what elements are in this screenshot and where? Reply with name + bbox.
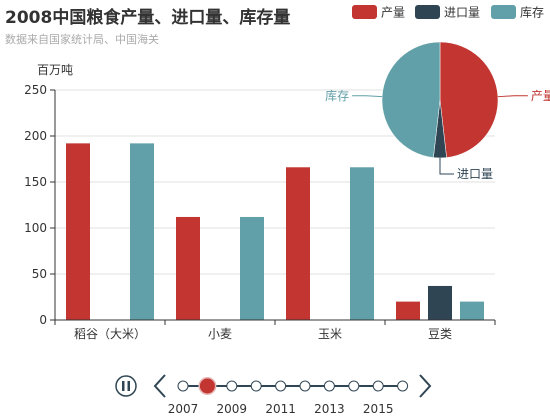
chart-subtitle: 数据来自国家统计局、中国海关 bbox=[5, 33, 159, 46]
timeline-label-4: 2011 bbox=[265, 402, 296, 416]
legend-label-1[interactable]: 进口量 bbox=[444, 6, 480, 20]
x-tick-label-3: 豆类 bbox=[428, 327, 452, 341]
timeline-point-6[interactable] bbox=[323, 380, 335, 392]
timeline-point-3[interactable] bbox=[250, 380, 262, 392]
chart-title: 2008中国粮食产量、进口量、库存量 bbox=[5, 8, 291, 28]
x-tick-label-1: 小麦 bbox=[208, 327, 232, 341]
pie-leader-0 bbox=[497, 95, 528, 98]
pie-slice-2[interactable] bbox=[381, 41, 441, 158]
bar-0-2[interactable] bbox=[286, 167, 310, 320]
legend-swatch-1[interactable] bbox=[415, 5, 440, 19]
timeline-point-9[interactable] bbox=[397, 380, 409, 392]
timeline-label-8: 2015 bbox=[363, 402, 394, 416]
bar-2-2[interactable] bbox=[350, 167, 374, 320]
timeline-prev-button[interactable] bbox=[153, 374, 166, 398]
y-tick-label-0: 0 bbox=[39, 313, 47, 327]
legend: 产量 进口量 库存 bbox=[352, 5, 544, 20]
pause-bar-right-icon bbox=[127, 381, 130, 391]
x-tick-label-2: 玉米 bbox=[318, 327, 342, 341]
y-tick-label-4: 200 bbox=[24, 129, 47, 143]
pie-label-0: 产量 bbox=[531, 89, 550, 103]
grid-lines bbox=[55, 89, 495, 275]
timeline-play-button[interactable] bbox=[115, 375, 137, 397]
bar-0-1[interactable] bbox=[176, 216, 200, 320]
y-tick-label-1: 50 bbox=[32, 267, 47, 281]
timeline-label-2: 2009 bbox=[217, 402, 248, 416]
timeline-label-6: 2013 bbox=[314, 402, 345, 416]
bar-2-3[interactable] bbox=[460, 301, 484, 320]
timeline-current-point[interactable] bbox=[199, 378, 215, 394]
y-tick-label-3: 150 bbox=[24, 175, 47, 189]
x-tick-label-0: 稻谷（大米） bbox=[74, 327, 146, 341]
timeline-point-8[interactable] bbox=[372, 380, 384, 392]
y-tick-label-2: 100 bbox=[24, 221, 47, 235]
bar-2-1[interactable] bbox=[240, 216, 264, 320]
pie-leader-1 bbox=[439, 158, 454, 175]
timeline-label-0: 2007 bbox=[168, 402, 199, 416]
y-axis-label: 百万吨 bbox=[37, 63, 73, 77]
pie-slice-0[interactable] bbox=[439, 41, 499, 158]
timeline: 2007 2009 2011 2013 2015 bbox=[115, 374, 432, 416]
legend-swatch-2[interactable] bbox=[491, 5, 516, 19]
timeline-point-0[interactable] bbox=[177, 380, 189, 392]
legend-label-2[interactable]: 库存 bbox=[520, 5, 544, 20]
timeline-point-4[interactable] bbox=[275, 380, 287, 392]
bar-0-0[interactable] bbox=[66, 143, 90, 320]
pause-bar-left-icon bbox=[122, 381, 125, 391]
pie-leader-2 bbox=[352, 95, 383, 98]
bar-0-3[interactable] bbox=[396, 301, 420, 320]
bar-2-0[interactable] bbox=[130, 143, 154, 320]
pie-label-1: 进口量 bbox=[457, 167, 493, 181]
pie-label-2: 库存 bbox=[325, 88, 349, 103]
timeline-point-5[interactable] bbox=[299, 380, 311, 392]
bar-1-3[interactable] bbox=[428, 285, 452, 320]
y-tick-label-5: 250 bbox=[24, 83, 47, 97]
legend-label-0[interactable]: 产量 bbox=[381, 6, 405, 20]
timeline-point-2[interactable] bbox=[226, 380, 238, 392]
timeline-point-7[interactable] bbox=[348, 380, 360, 392]
legend-swatch-0[interactable] bbox=[352, 5, 377, 19]
timeline-next-button[interactable] bbox=[419, 374, 432, 398]
bar-series bbox=[66, 143, 484, 320]
